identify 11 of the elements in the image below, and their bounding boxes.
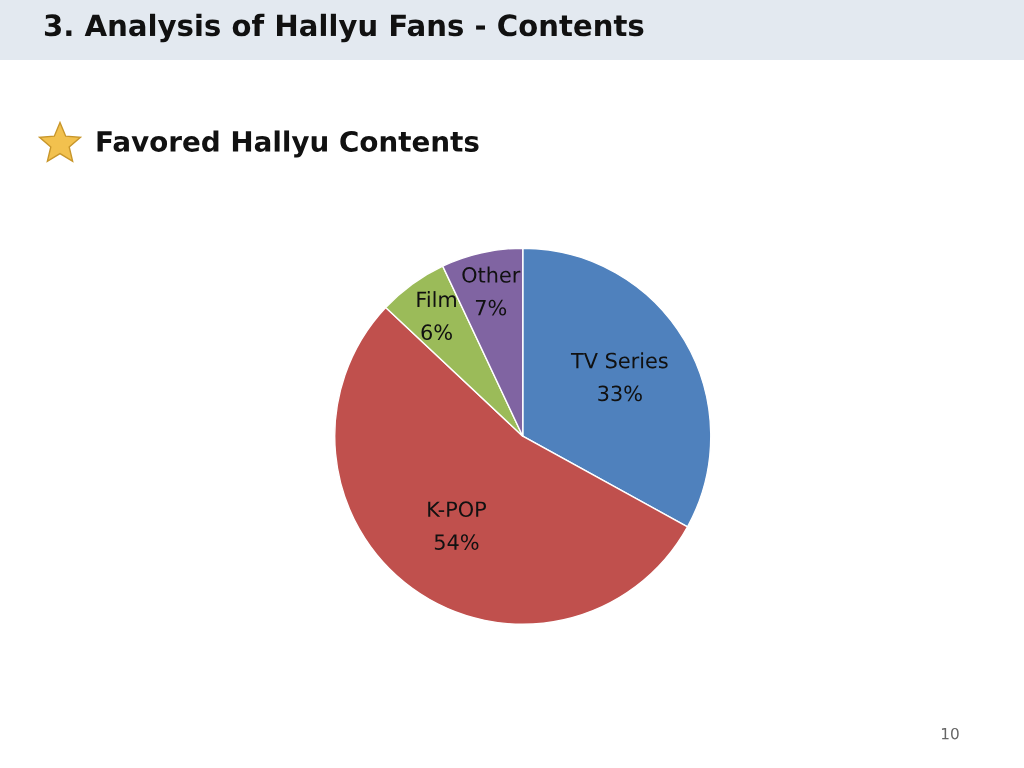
chart-subtitle: Favored Hallyu Contents [97,130,479,158]
slice-label: Other [462,266,521,283]
slice-label: TV Series [570,352,668,369]
data-label: 7% [475,299,507,316]
chart-title: 3. Analysis of Hallyu Fans - Contents [44,13,644,43]
text: 10 [941,727,959,740]
slice-label: K-POP [428,501,486,518]
data-label: 6% [421,324,452,341]
data-label: 54% [434,534,479,550]
slice-label: Film [417,291,456,307]
data-label: 33% [598,385,642,402]
